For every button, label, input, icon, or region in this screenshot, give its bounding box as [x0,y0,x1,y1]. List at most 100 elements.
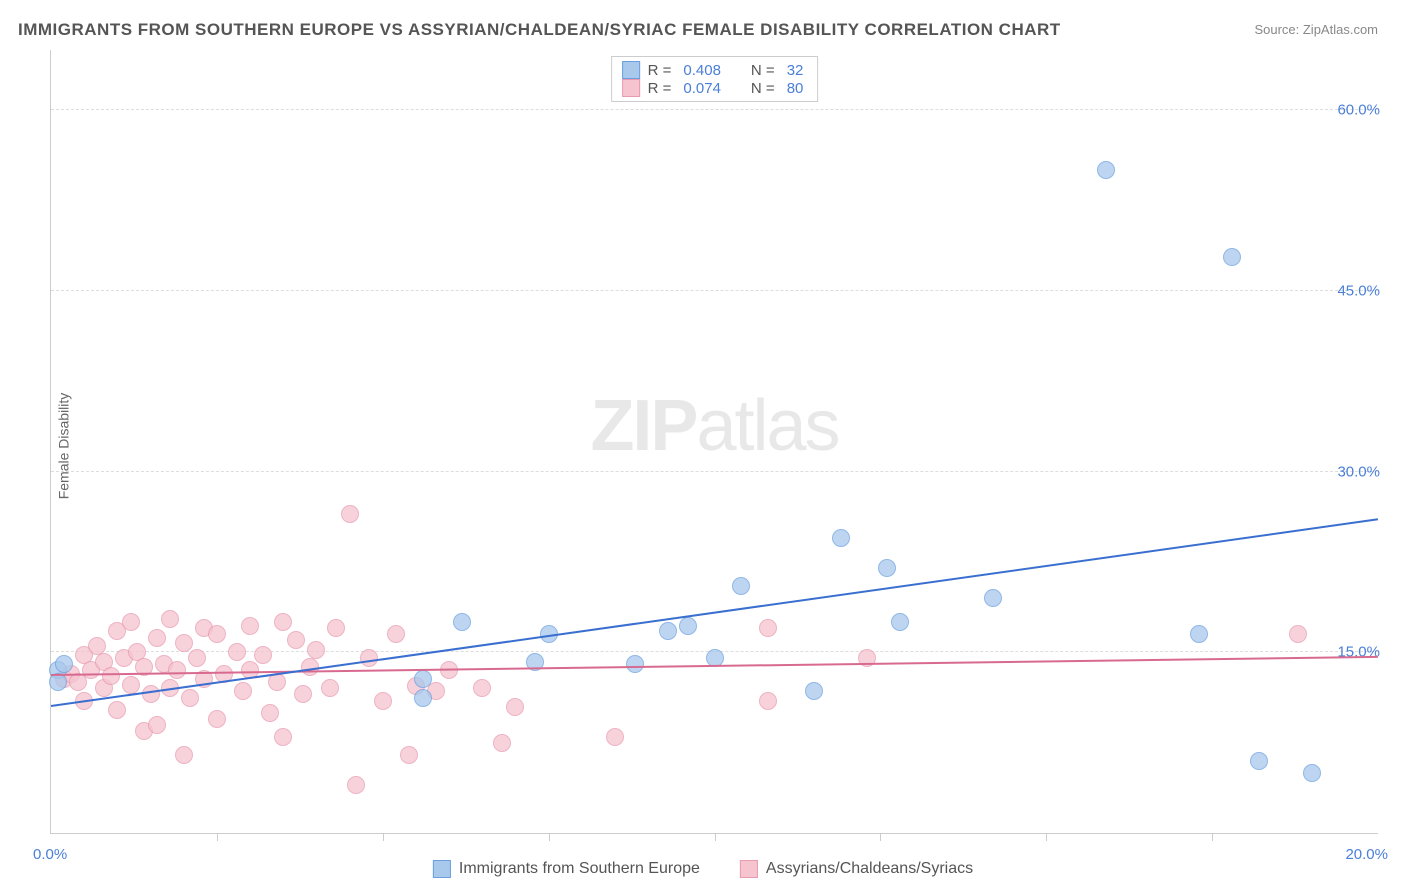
gridline [51,109,1378,110]
series-name-blue: Immigrants from Southern Europe [459,860,700,878]
data-point-blue [1097,161,1115,179]
data-point-pink [287,631,305,649]
trend-line-blue [51,518,1378,707]
data-point-pink [161,610,179,628]
data-point-pink [341,505,359,523]
data-point-pink [234,682,252,700]
data-point-pink [228,643,246,661]
y-tick-label: 30.0% [1337,463,1380,480]
series-name-pink: Assyrians/Chaldeans/Syriacs [766,860,973,878]
gridline [51,290,1378,291]
legend-stats-row-blue: R = 0.408 N = 32 [622,61,808,79]
data-point-pink [108,701,126,719]
data-point-blue [984,589,1002,607]
x-tick [1046,833,1047,841]
data-point-pink [321,679,339,697]
data-point-pink [208,710,226,728]
data-point-pink [254,646,272,664]
r-label: R = [648,80,672,97]
data-point-pink [274,728,292,746]
data-point-pink [142,685,160,703]
data-point-pink [274,613,292,631]
data-point-blue [732,577,750,595]
data-point-pink [181,689,199,707]
data-point-pink [759,692,777,710]
data-point-blue [1190,625,1208,643]
legend-stats-row-pink: R = 0.074 N = 80 [622,79,808,97]
data-point-pink [759,619,777,637]
watermark-light: atlas [696,386,838,466]
x-tick-label: 20.0% [1345,846,1388,863]
data-point-pink [122,613,140,631]
x-tick [549,833,550,841]
data-point-pink [168,661,186,679]
data-point-blue [453,613,471,631]
data-point-blue [1303,764,1321,782]
legend-stats: R = 0.408 N = 32 R = 0.074 N = 80 [611,56,819,102]
x-tick [1212,833,1213,841]
data-point-pink [387,625,405,643]
data-point-pink [175,634,193,652]
data-point-pink [327,619,345,637]
data-point-pink [606,728,624,746]
data-point-pink [188,649,206,667]
chart-title: IMMIGRANTS FROM SOUTHERN EUROPE VS ASSYR… [18,20,1061,40]
data-point-pink [374,692,392,710]
n-value-blue: 32 [787,62,804,79]
data-point-blue [1250,752,1268,770]
data-point-blue [49,673,67,691]
n-value-pink: 80 [787,80,804,97]
x-tick [880,833,881,841]
gridline [51,471,1378,472]
data-point-pink [261,704,279,722]
source-attribution: Source: ZipAtlas.com [1254,22,1378,37]
data-point-pink [473,679,491,697]
data-point-blue [414,689,432,707]
legend-item-blue: Immigrants from Southern Europe [433,860,700,878]
x-tick-label: 0.0% [33,846,67,863]
data-point-pink [1289,625,1307,643]
legend-item-pink: Assyrians/Chaldeans/Syriacs [740,860,973,878]
data-point-blue [1223,248,1241,266]
x-tick [383,833,384,841]
data-point-blue [414,670,432,688]
y-tick-label: 60.0% [1337,102,1380,119]
n-label: N = [751,62,775,79]
data-point-pink [294,685,312,703]
data-point-pink [208,625,226,643]
data-point-blue [626,655,644,673]
data-point-pink [241,617,259,635]
swatch-pink-icon [622,79,640,97]
data-point-blue [878,559,896,577]
x-tick [715,833,716,841]
data-point-blue [891,613,909,631]
swatch-blue-icon [433,860,451,878]
n-label: N = [751,80,775,97]
data-point-blue [805,682,823,700]
data-point-pink [347,776,365,794]
swatch-pink-icon [740,860,758,878]
data-point-blue [832,529,850,547]
swatch-blue-icon [622,61,640,79]
watermark-bold: ZIP [590,386,696,466]
watermark: ZIPatlas [590,385,838,467]
plot-area: ZIPatlas R = 0.408 N = 32 R = 0.074 N = … [50,50,1378,834]
data-point-blue [679,617,697,635]
x-tick [217,833,218,841]
data-point-pink [148,716,166,734]
data-point-pink [148,629,166,647]
data-point-pink [122,676,140,694]
data-point-pink [506,698,524,716]
data-point-pink [307,641,325,659]
data-point-pink [493,734,511,752]
data-point-blue [55,655,73,673]
data-point-blue [659,622,677,640]
r-value-blue: 0.408 [683,62,721,79]
r-value-pink: 0.074 [683,80,721,97]
y-tick-label: 45.0% [1337,282,1380,299]
data-point-pink [175,746,193,764]
data-point-pink [102,667,120,685]
r-label: R = [648,62,672,79]
data-point-pink [400,746,418,764]
legend-series: Immigrants from Southern Europe Assyrian… [433,860,973,878]
